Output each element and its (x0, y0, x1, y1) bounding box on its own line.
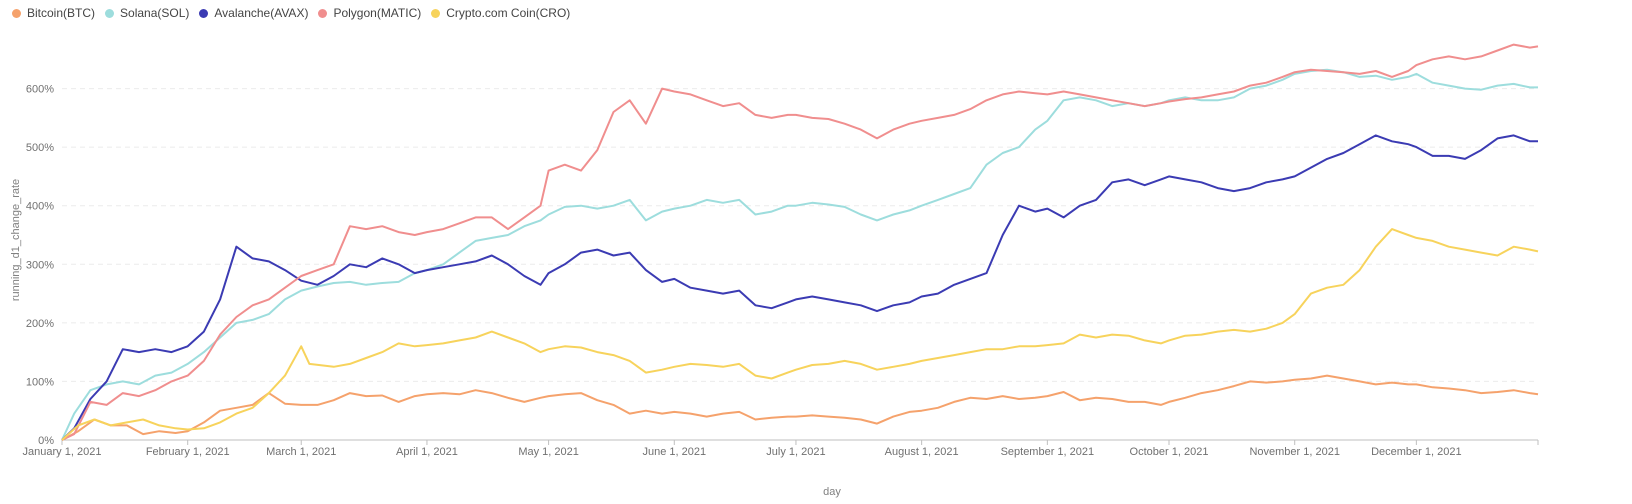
series-lines (61, 43, 1539, 441)
series-line-polygon-matic[interactable] (61, 43, 1539, 441)
legend-dot-icon (318, 8, 328, 18)
series-line-bitcoin-btc[interactable] (61, 374, 1539, 441)
y-tick-label: 500% (26, 142, 54, 154)
y-tick-label: 100% (26, 376, 54, 388)
y-axis-label: running_d1_change_rate (10, 179, 22, 301)
grid-lines (62, 88, 1538, 382)
x-tick-label: November 1, 2021 (1249, 446, 1340, 458)
legend-label: Solana(SOL) (120, 6, 190, 20)
x-axis-label: day (823, 486, 841, 498)
y-tick-label: 600% (26, 84, 54, 96)
x-tick-label: October 1, 2021 (1130, 446, 1209, 458)
legend-label: Polygon(MATIC) (333, 6, 422, 20)
chart-legend: Bitcoin(BTC) Solana(SOL) Avalanche(AVAX) Po… (12, 5, 570, 21)
x-tick-label: August 1, 2021 (885, 446, 959, 458)
y-axis-ticks: 0% 100% 200% 300% 400% 500% 600% (26, 84, 54, 447)
y-tick-label: 0% (38, 435, 54, 447)
y-tick-label: 300% (26, 259, 54, 271)
series-line-avalanche-avax[interactable] (61, 134, 1538, 441)
x-tick-label: May 1, 2021 (518, 446, 579, 458)
x-axis: January 1, 2021 February 1, 2021 March 1, … (23, 439, 1539, 458)
x-tick-label: March 1, 2021 (266, 446, 336, 458)
legend-label: Crypto.com Coin(CRO) (446, 6, 571, 20)
x-tick-label: July 1, 2021 (766, 446, 825, 458)
legend-label: Bitcoin(BTC) (27, 6, 96, 20)
x-tick-label: April 1, 2021 (396, 446, 458, 458)
legend-dot-icon (199, 8, 209, 18)
legend-dot-icon (431, 8, 441, 18)
legend-item-crypto-com-coin-cro[interactable]: Crypto.com Coin(CRO) (431, 6, 570, 20)
x-tick-label: January 1, 2021 (23, 446, 102, 458)
legend-item-bitcoin-btc[interactable]: Bitcoin(BTC) (12, 6, 95, 20)
series-line-crypto-com-coin-cro[interactable] (61, 228, 1539, 441)
legend-dot-icon (105, 8, 115, 18)
legend-dot-icon (12, 8, 21, 18)
y-tick-label: 400% (26, 201, 54, 213)
legend-item-solana-sol[interactable]: Solana(SOL) (105, 6, 189, 20)
x-tick-label: June 1, 2021 (642, 446, 706, 458)
x-tick-label: December 1, 2021 (1371, 446, 1462, 458)
x-tick-label: February 1, 2021 (146, 446, 230, 458)
series-line-solana-sol[interactable] (61, 68, 1538, 441)
legend-label: Avalanche(AVAX) (214, 6, 309, 20)
legend-item-polygon-matic[interactable]: Polygon(MATIC) (318, 6, 421, 20)
y-tick-label: 200% (26, 318, 54, 330)
x-tick-label: September 1, 2021 (1001, 446, 1095, 458)
legend-item-avalanche-avax[interactable]: Avalanche(AVAX) (199, 6, 308, 20)
